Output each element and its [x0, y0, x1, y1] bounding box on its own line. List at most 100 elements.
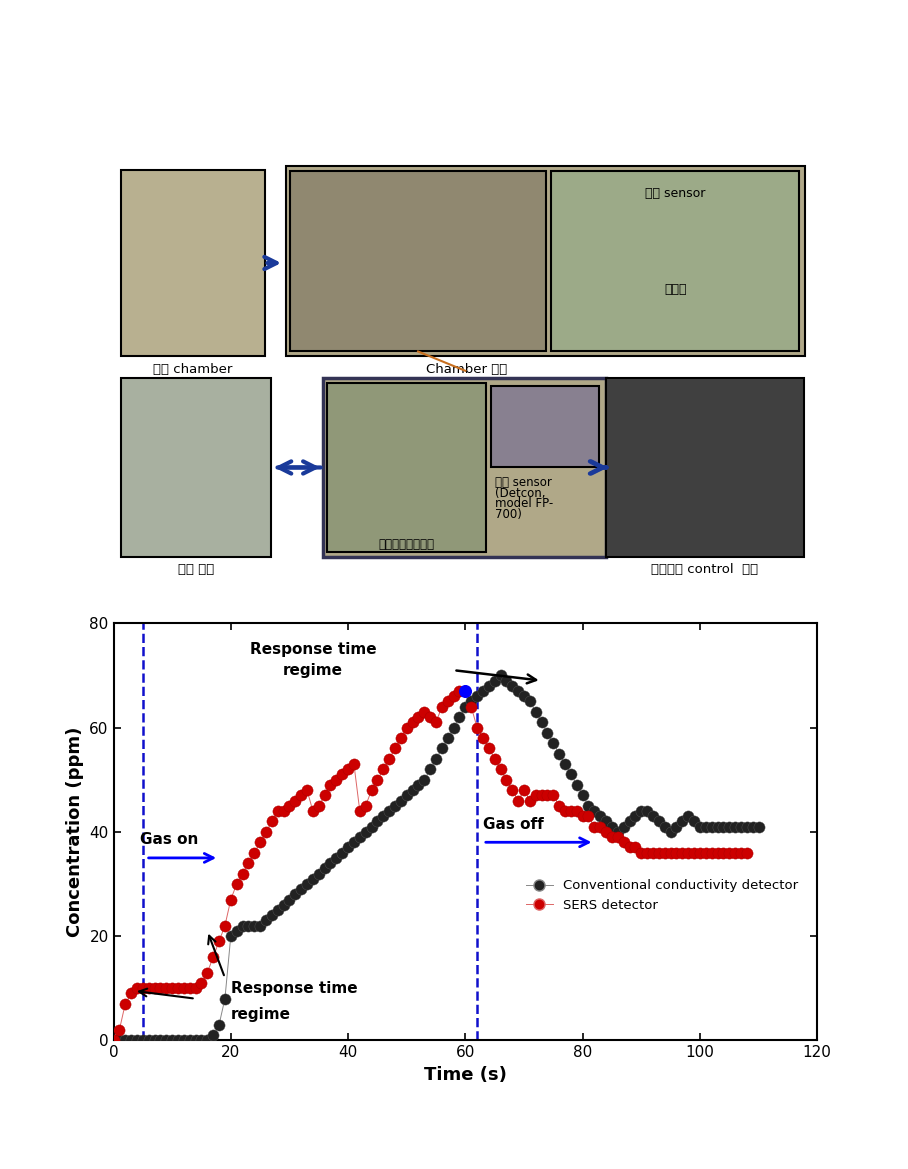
Bar: [551, 171, 799, 352]
Point: [452, 707, 467, 726]
Point: [686, 843, 701, 862]
Point: [335, 843, 350, 862]
Point: [640, 802, 655, 821]
Point: [459, 682, 473, 700]
Point: [751, 817, 765, 836]
Point: [605, 828, 619, 846]
Point: [505, 677, 519, 696]
Point: [646, 843, 660, 862]
Point: [740, 817, 755, 836]
Point: [564, 802, 578, 821]
Point: [271, 802, 285, 821]
Point: [728, 817, 743, 836]
Point: [488, 749, 502, 768]
Point: [499, 770, 514, 789]
Point: [423, 760, 438, 779]
Point: [106, 1031, 121, 1050]
Point: [546, 734, 560, 753]
Point: [652, 812, 666, 831]
Point: [675, 812, 689, 831]
Point: [664, 843, 678, 862]
Point: [634, 802, 648, 821]
Point: [252, 916, 267, 935]
Point: [669, 843, 684, 862]
Point: [698, 817, 713, 836]
Point: [447, 718, 461, 736]
Point: [523, 791, 538, 810]
Point: [728, 843, 743, 862]
Point: [112, 1031, 126, 1050]
Point: [576, 807, 590, 825]
Text: model FP-: model FP-: [495, 497, 553, 510]
Point: [306, 870, 321, 888]
Point: [593, 817, 607, 836]
Point: [534, 713, 548, 732]
Text: Gas off: Gas off: [483, 817, 544, 832]
Point: [540, 786, 555, 804]
Point: [282, 796, 297, 815]
Point: [370, 812, 385, 831]
Point: [429, 749, 443, 768]
Point: [716, 817, 731, 836]
Point: [675, 843, 689, 862]
Legend: Conventional conductivity detector, SERS detector: Conventional conductivity detector, SERS…: [521, 874, 804, 916]
Bar: [122, 170, 264, 355]
Text: 환기구: 환기구: [664, 283, 686, 296]
Point: [218, 989, 232, 1008]
Point: [300, 781, 314, 800]
Point: [176, 978, 192, 997]
Point: [393, 728, 408, 747]
Point: [528, 786, 543, 804]
Point: [693, 843, 707, 862]
Point: [323, 775, 338, 794]
Bar: [607, 379, 804, 556]
Point: [617, 833, 631, 852]
Point: [705, 817, 719, 836]
Text: (Detcon,: (Detcon,: [495, 486, 546, 500]
Point: [400, 786, 414, 804]
Point: [112, 1021, 126, 1039]
Text: 700): 700): [495, 507, 522, 520]
Point: [212, 1016, 226, 1035]
Point: [681, 843, 696, 862]
Point: [123, 1031, 138, 1050]
Point: [123, 984, 138, 1003]
Point: [276, 895, 291, 914]
Point: [481, 739, 496, 758]
Point: [400, 718, 414, 736]
Point: [235, 864, 250, 883]
Point: [722, 843, 736, 862]
Point: [488, 671, 502, 690]
Point: [734, 817, 748, 836]
Point: [359, 823, 373, 842]
Point: [599, 812, 614, 831]
Point: [440, 728, 455, 747]
Point: [370, 770, 385, 789]
Point: [517, 781, 531, 800]
Point: [259, 823, 273, 842]
Point: [276, 802, 291, 821]
Point: [505, 781, 519, 800]
Point: [147, 978, 162, 997]
Point: [183, 978, 197, 997]
Point: [511, 682, 526, 700]
Bar: [291, 171, 546, 352]
Point: [734, 843, 748, 862]
Point: [622, 838, 637, 857]
Point: [264, 906, 279, 925]
Point: [311, 796, 326, 815]
Point: [511, 791, 526, 810]
Point: [329, 770, 343, 789]
Point: [459, 698, 473, 717]
Point: [576, 786, 590, 804]
Point: [722, 817, 736, 836]
Point: [188, 978, 202, 997]
Point: [599, 823, 614, 842]
Point: [740, 843, 755, 862]
Point: [106, 1031, 121, 1050]
Point: [235, 916, 250, 935]
Point: [710, 843, 725, 862]
Point: [382, 802, 397, 821]
Point: [469, 718, 484, 736]
Point: [171, 1031, 185, 1050]
